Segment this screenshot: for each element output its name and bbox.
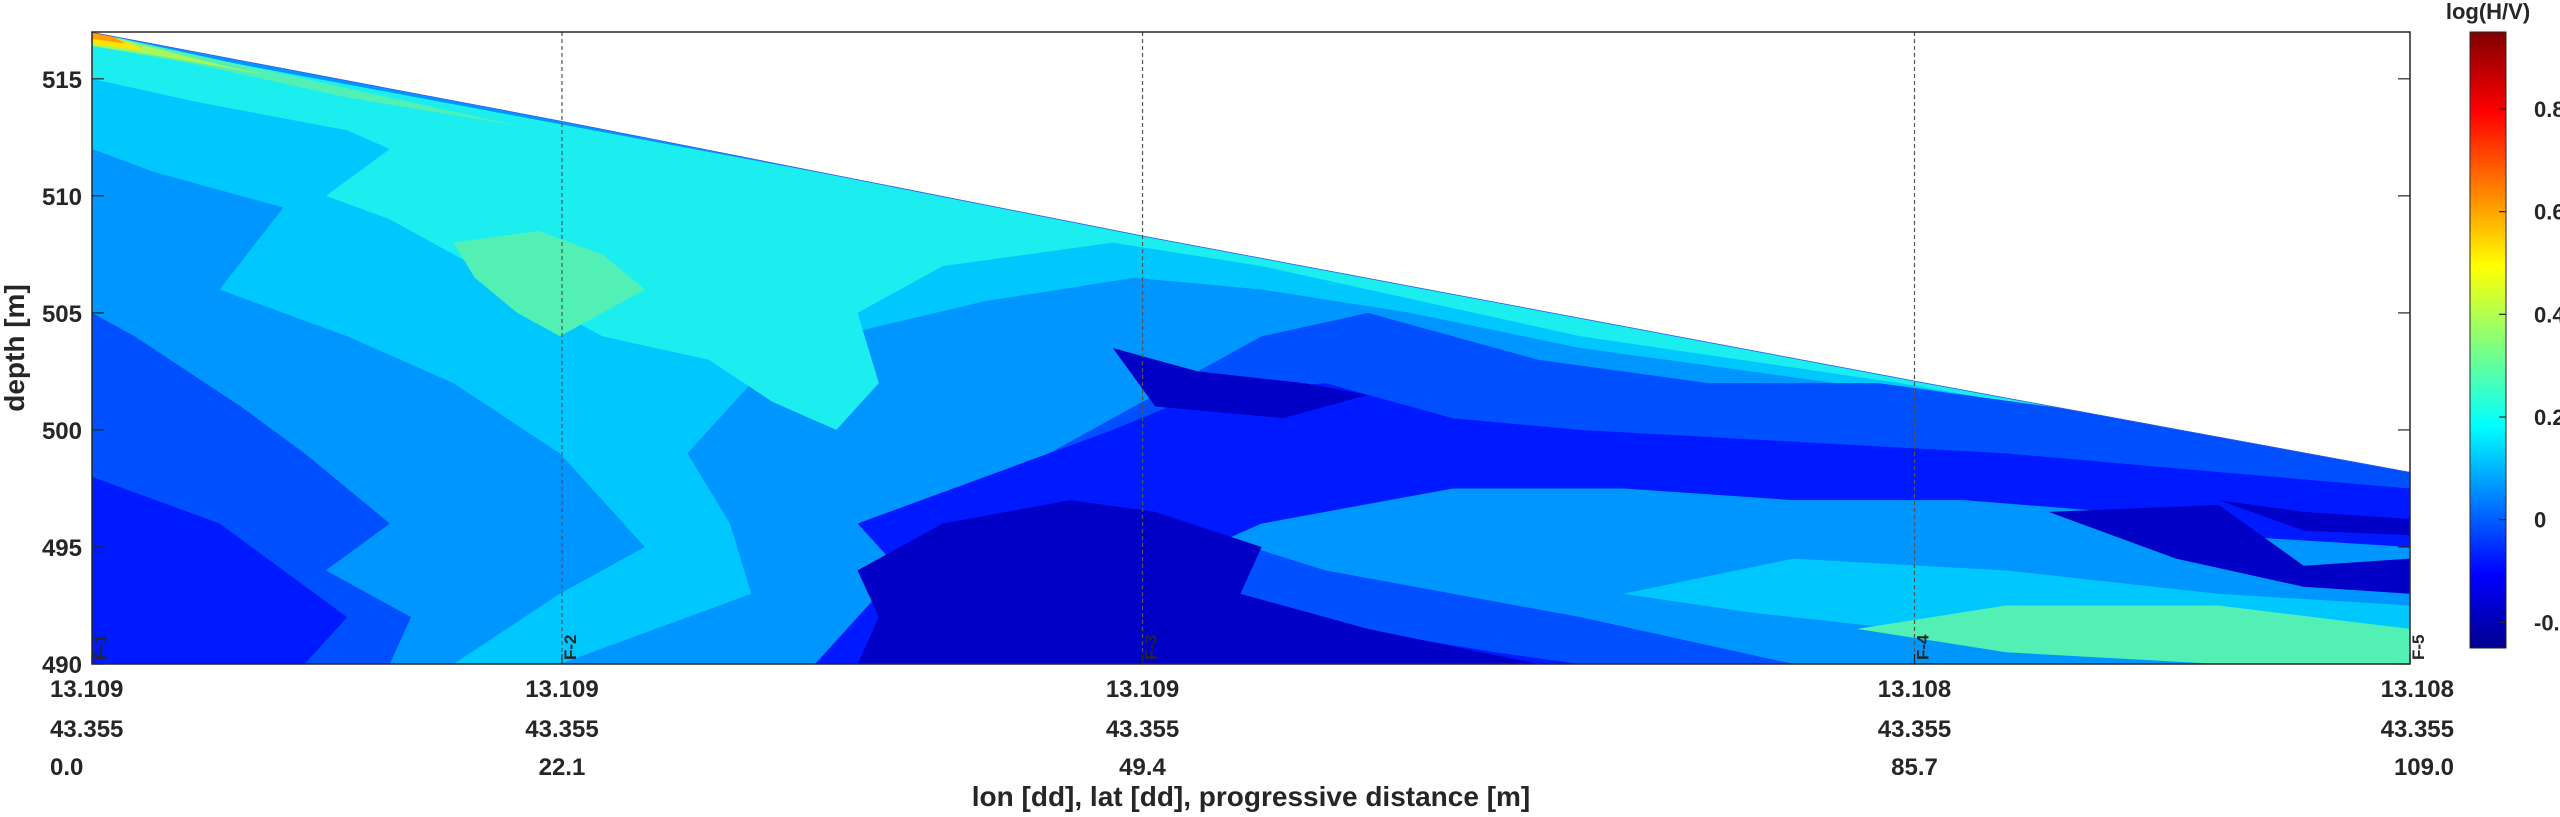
contour-region bbox=[857, 500, 1539, 664]
x-tick-lat: 43.355 bbox=[2381, 716, 2454, 743]
x-axis: 13.109 43.355 0.0 13.109 43.355 22.1 13.109 43.… bbox=[50, 654, 2454, 781]
colorbar-tick-label: 0.8 bbox=[2534, 97, 2560, 122]
colorbar-ticks: -0.2 0 0.2 0.4 0.6 0.8 bbox=[2499, 97, 2560, 635]
contour-region bbox=[453, 230, 645, 337]
sounding-label: F-5 bbox=[2409, 635, 2428, 661]
contour-field bbox=[92, 32, 2410, 664]
x-tick-lon: 13.109 bbox=[50, 676, 123, 703]
x-tick-lat: 43.355 bbox=[1878, 716, 1951, 743]
colorbar-title: log(H/V) bbox=[2446, 0, 2530, 24]
contour-region bbox=[92, 476, 348, 664]
plot-area: F-1 F-2 F-3 F-4 F-5 bbox=[91, 31, 2428, 665]
x-tick-distance: 49.4 bbox=[1119, 754, 1166, 781]
x-tick-distance: 22.1 bbox=[539, 754, 586, 781]
sounding-label: F-1 bbox=[91, 635, 110, 661]
colorbar-tick-label: -0.2 bbox=[2534, 610, 2560, 635]
y-tick-label: 490 bbox=[42, 652, 82, 679]
y-tick-label: 500 bbox=[42, 418, 82, 445]
x-tick-distance: 85.7 bbox=[1891, 754, 1938, 781]
plot-frame bbox=[91, 31, 2411, 665]
colorbar-gradient bbox=[2469, 31, 2507, 649]
x-tick-lat: 43.355 bbox=[525, 716, 598, 743]
sounding-label: F-2 bbox=[561, 635, 580, 661]
x-tick-lon: 13.109 bbox=[1106, 676, 1179, 703]
sounding-label: F-3 bbox=[1142, 635, 1161, 661]
y-tick-label: 510 bbox=[42, 184, 82, 211]
contour-region bbox=[92, 36, 2410, 470]
colorbar-tick-label: 0.4 bbox=[2534, 302, 2560, 327]
y-tick-label: 495 bbox=[42, 535, 82, 562]
x-tick-lon: 13.109 bbox=[525, 676, 598, 703]
colorbar-tick-label: 0 bbox=[2534, 508, 2546, 533]
y-axis-title: depth [m] bbox=[0, 284, 30, 412]
x-tick-lon: 13.108 bbox=[1878, 676, 1951, 703]
contour-region bbox=[2048, 504, 2410, 594]
x-tick-lon: 13.108 bbox=[2381, 676, 2454, 703]
x-tick-distance: 109.0 bbox=[2394, 754, 2454, 781]
sounding-lines: F-1 F-2 F-3 F-4 F-5 bbox=[91, 32, 2428, 664]
x-tick-lat: 43.355 bbox=[50, 716, 123, 743]
colorbar-tick-label: 0.6 bbox=[2534, 200, 2560, 225]
colorbar-tick-label: 0.2 bbox=[2534, 405, 2560, 430]
y-tick-label: 505 bbox=[42, 301, 82, 328]
contour-region bbox=[92, 32, 127, 44]
x-axis-title: lon [dd], lat [dd], progressive distance… bbox=[972, 781, 1531, 812]
contour-region bbox=[1112, 348, 1368, 419]
sounding-label: F-4 bbox=[1914, 634, 1933, 660]
y-axis: 490 495 500 505 510 515 bbox=[42, 67, 2410, 679]
contour-region bbox=[2218, 500, 2410, 536]
colorbar: log(H/V) -0.2 0 0.2 0.4 0.6 0.8 bbox=[2446, 0, 2560, 649]
x-tick-distance: 0.0 bbox=[50, 754, 83, 781]
x-tick-lat: 43.355 bbox=[1106, 716, 1179, 743]
contour-region bbox=[1857, 605, 2410, 664]
contour-region bbox=[92, 32, 518, 126]
y-tick-label: 515 bbox=[42, 67, 82, 94]
